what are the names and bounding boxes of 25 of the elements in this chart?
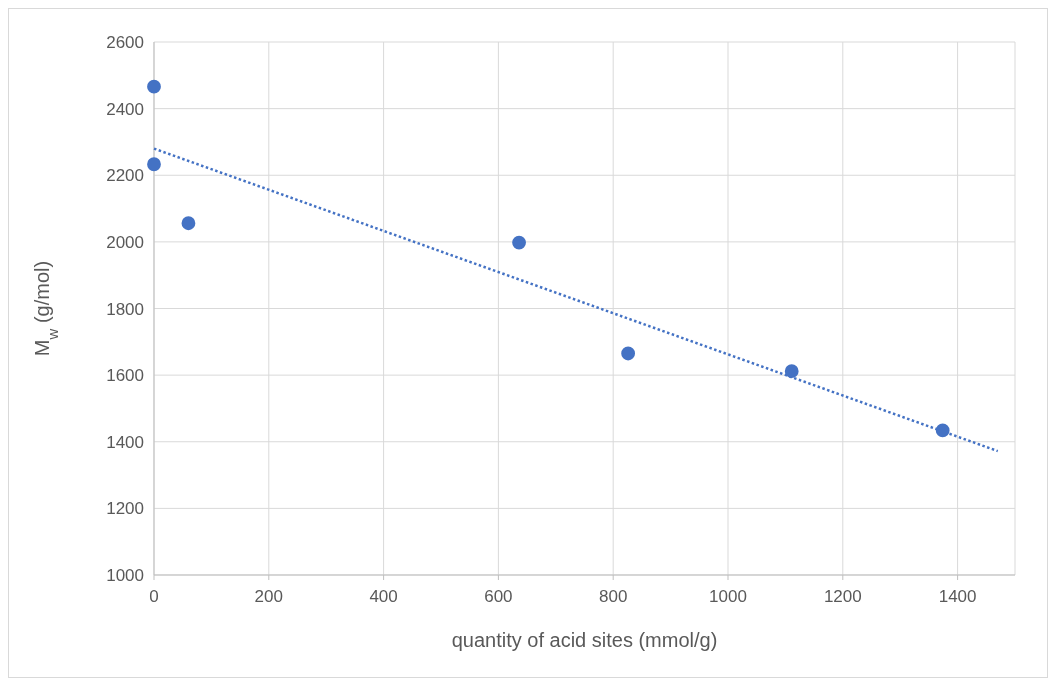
y-tick-label: 2600 [106, 33, 144, 52]
y-tick-label: 1400 [106, 432, 144, 452]
y-tick-label: 1000 [106, 566, 144, 585]
point [181, 216, 196, 231]
point [512, 235, 526, 250]
x-tick-label: 200 [254, 587, 283, 606]
point [935, 423, 950, 438]
x-tick-label: 1400 [938, 587, 977, 606]
y-tick-label: 1600 [106, 366, 144, 386]
point [784, 364, 799, 379]
y-tick-label: 2400 [106, 99, 144, 119]
x-tick-label: 800 [599, 587, 628, 606]
y-tick-label: 1200 [106, 499, 144, 519]
y-tick-label: 2200 [106, 166, 144, 186]
y-tick-label: 1800 [106, 299, 144, 319]
point [621, 346, 636, 361]
x-tick-label: 600 [484, 587, 513, 606]
x-tick-label: 0 [149, 587, 159, 606]
x-tick-label: 1000 [709, 587, 747, 606]
x-axis-title: quantity of acid sites (mmol/g) [451, 629, 718, 651]
y-tick-label: 2000 [106, 232, 144, 252]
x-tick-label: 1200 [823, 587, 862, 606]
point [147, 79, 161, 94]
x-tick-label: 400 [369, 587, 398, 606]
point [147, 157, 161, 172]
